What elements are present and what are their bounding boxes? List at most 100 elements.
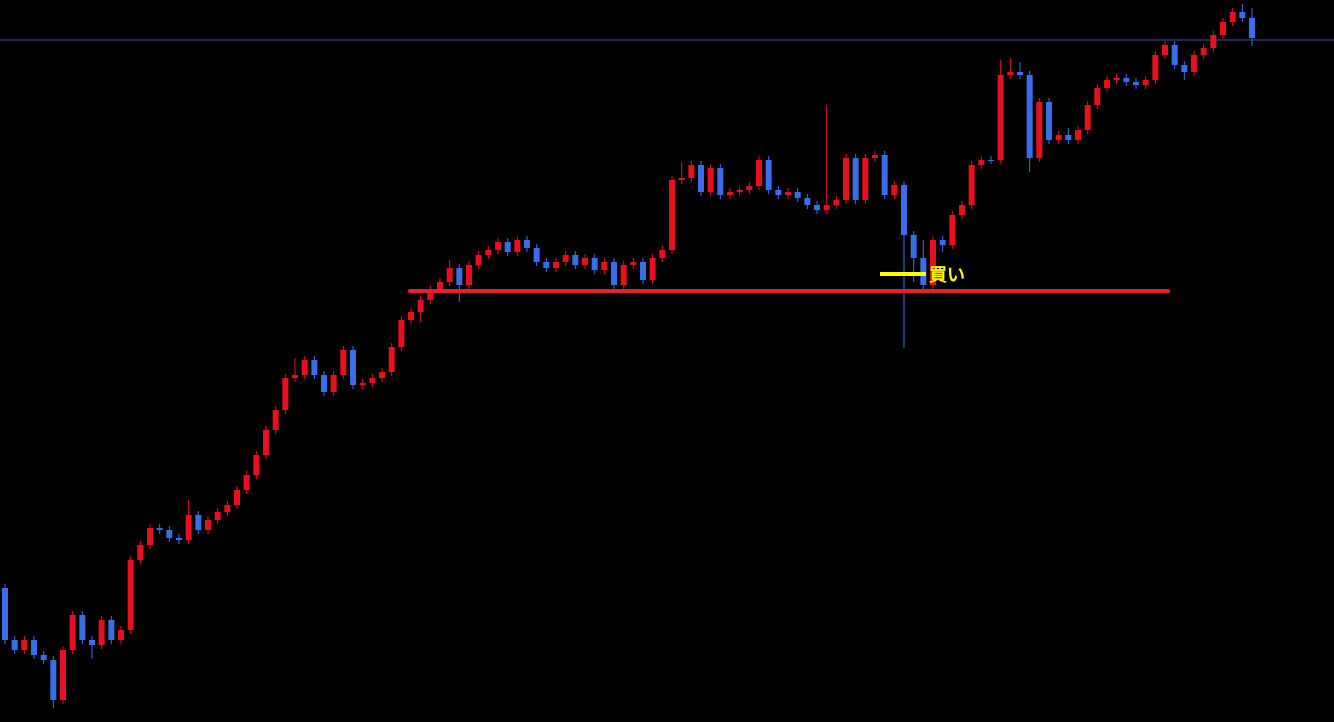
candle-body (60, 650, 66, 700)
candle-body (1229, 12, 1236, 22)
candle-body (311, 360, 318, 375)
candle-body (398, 320, 405, 347)
candle-body (533, 248, 540, 262)
candle-body (1113, 78, 1120, 80)
candle-body (31, 640, 37, 655)
candle-body (707, 168, 714, 192)
candle-body (582, 258, 588, 265)
candle-body (224, 505, 231, 512)
candle-body (292, 375, 298, 378)
candle-body (611, 262, 617, 285)
candle-body (253, 455, 260, 475)
candle-body (1200, 48, 1207, 55)
candle-body (978, 160, 985, 165)
candle-body (823, 205, 830, 210)
candle-body (1191, 55, 1197, 72)
candle-body (698, 165, 704, 192)
candle-body (1239, 12, 1246, 18)
candle-body (495, 242, 501, 250)
candle-body (1036, 102, 1043, 158)
candle-body (514, 240, 521, 252)
candle-body (301, 360, 308, 375)
candle-body (350, 350, 356, 385)
candle-body (1220, 22, 1226, 35)
candle-body (1065, 135, 1072, 140)
candle-body (678, 178, 685, 180)
candle-body (446, 268, 453, 282)
candle-body (1123, 78, 1130, 82)
candle-body (804, 198, 811, 205)
candle-body (1017, 72, 1023, 75)
candle-body (388, 347, 395, 372)
candle-body (524, 240, 530, 248)
candle-body (166, 530, 173, 538)
candle-body (1104, 80, 1110, 88)
candle-body (1210, 35, 1217, 48)
candle-body (553, 262, 559, 268)
candle-body (1152, 55, 1159, 80)
candle-body (40, 655, 47, 660)
candle-body (98, 620, 105, 645)
candle-body (1094, 88, 1101, 105)
candle-body (79, 615, 86, 640)
candle-body (640, 262, 646, 280)
candle-body (21, 640, 28, 650)
candle-body (930, 240, 936, 285)
candle-body (988, 160, 994, 161)
candle-body (746, 186, 753, 190)
annotation-label: 買い (929, 265, 965, 286)
candle-body (572, 255, 579, 265)
candle-body (794, 192, 801, 198)
candle-body (359, 383, 366, 385)
candle-body (1142, 80, 1149, 85)
candle-body (466, 265, 472, 285)
candle-body (939, 240, 946, 245)
candle-body (321, 375, 327, 392)
candle-body (669, 180, 675, 250)
candle-body (408, 312, 414, 320)
candle-body (591, 258, 598, 270)
candle-body (649, 258, 656, 280)
candle-body (785, 192, 791, 195)
candle-body (862, 158, 869, 200)
candle-body (1007, 72, 1014, 75)
candle-body (340, 350, 347, 375)
candle-body (417, 300, 424, 312)
candle-body (176, 538, 182, 540)
candle-body (920, 258, 927, 285)
candle-body (688, 165, 695, 178)
candle-body (843, 158, 849, 200)
candle-body (50, 660, 57, 700)
candle-body (118, 630, 124, 640)
candle-body (205, 520, 211, 530)
candle-body (814, 205, 820, 210)
candle-body (1046, 102, 1052, 140)
candle-body (504, 242, 511, 252)
candle-body (881, 155, 888, 195)
candle-body (89, 640, 95, 645)
candle-body (727, 192, 733, 195)
candle-body (475, 255, 482, 265)
candle-body (910, 235, 917, 258)
candle-body (997, 75, 1004, 160)
candle-body (156, 528, 163, 530)
candle-body (891, 185, 898, 195)
candle-body (214, 512, 221, 520)
candle-body (968, 165, 975, 205)
candle-body (234, 490, 240, 505)
candle-body (1026, 75, 1033, 158)
candle-body (959, 205, 965, 215)
candle-body (1055, 135, 1062, 140)
candle-body (736, 190, 743, 192)
candle-body (775, 190, 782, 195)
candle-body (330, 375, 337, 392)
candle-body (659, 250, 666, 258)
candle-body (833, 200, 840, 205)
candle-body (108, 620, 115, 640)
candle-body (852, 158, 859, 200)
candle-body (872, 155, 878, 158)
candle-body (263, 430, 269, 455)
candle-body (765, 160, 772, 190)
candle-body (620, 265, 627, 285)
